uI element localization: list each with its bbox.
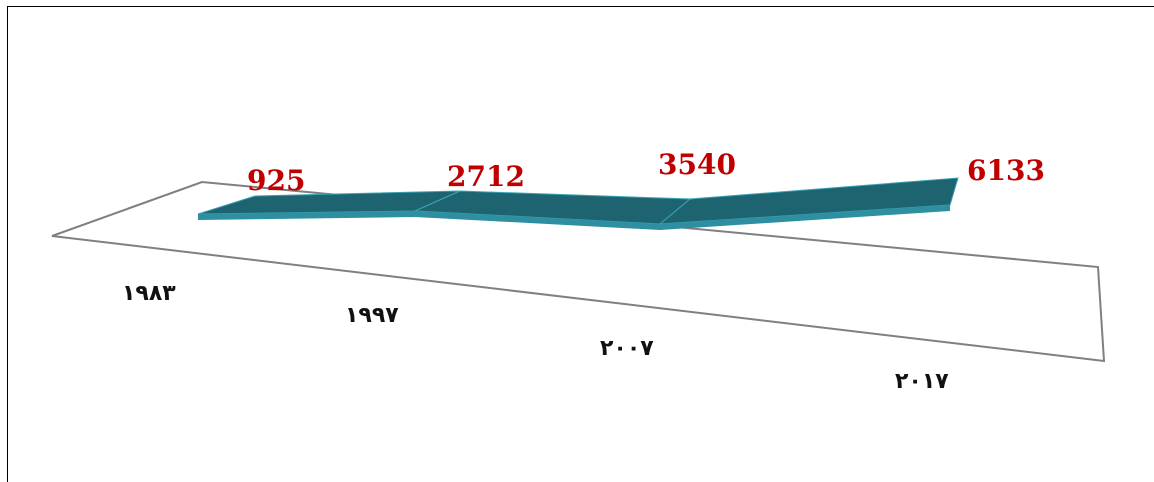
x-tick-label: ١٩٨٣: [122, 281, 176, 306]
chart-frame: [7, 6, 1154, 482]
x-tick-label: ٢٠١٧: [895, 369, 949, 394]
data-labels: 925 2712 3540 6133: [247, 148, 1045, 197]
x-axis-tick-labels: ١٩٨٣ ١٩٩٧ ٢٠٠٧ ٢٠١٧: [122, 281, 949, 394]
floor-plane: [51, 180, 1106, 363]
x-tick-label: ٢٠٠٧: [600, 336, 654, 361]
ribbon-segment-front: [415, 211, 660, 230]
data-label: 6133: [967, 154, 1045, 187]
ribbon-segment-front: [198, 211, 415, 220]
data-label: 3540: [658, 148, 736, 181]
ribbon-segment-top: [658, 177, 959, 225]
ribbon-segment-front: [660, 205, 950, 230]
data-label: 925: [247, 164, 305, 197]
x-tick-label: ١٩٩٧: [345, 303, 399, 328]
data-label: 2712: [447, 160, 525, 193]
ribbon-series: [197, 177, 959, 230]
